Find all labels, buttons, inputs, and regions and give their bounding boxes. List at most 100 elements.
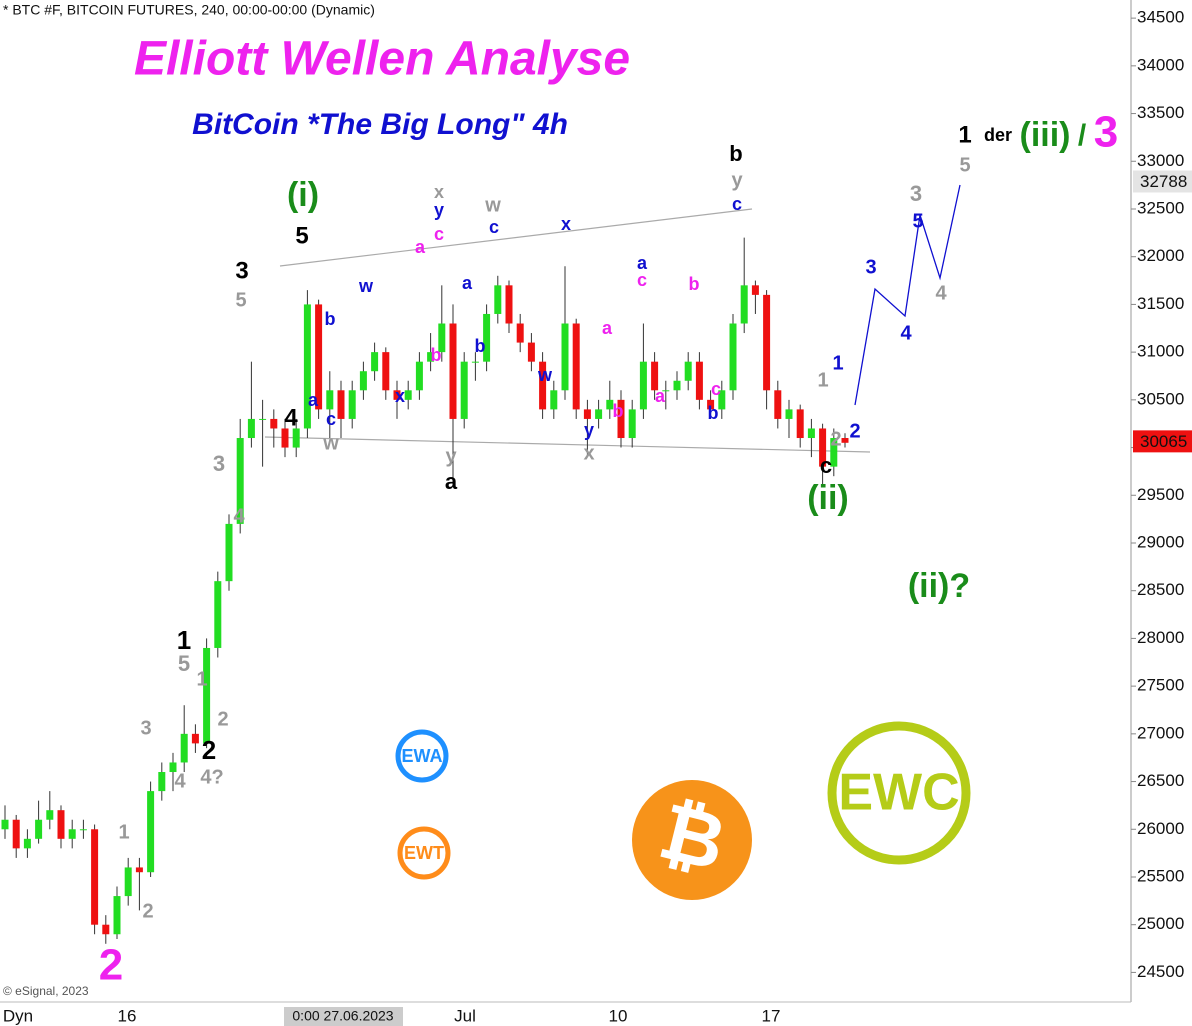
candle-body xyxy=(337,390,345,419)
wave-label: 4 xyxy=(284,404,298,431)
candle-body xyxy=(494,285,502,314)
price-marker-label: 32788 xyxy=(1140,172,1187,191)
projection-path xyxy=(854,184,961,406)
y-tick-label: 28500 xyxy=(1137,580,1184,599)
candle-body xyxy=(147,791,155,873)
wave-label: 4? xyxy=(200,766,223,788)
candle-body xyxy=(12,819,20,849)
wave-label: c xyxy=(637,270,647,290)
y-tick-label: 26000 xyxy=(1137,819,1184,838)
wave-label: 5 xyxy=(959,154,970,176)
y-tick-label: 29500 xyxy=(1137,485,1184,504)
candle-body xyxy=(214,581,222,648)
y-tick-label: 30500 xyxy=(1137,389,1184,408)
wave-label: 4 xyxy=(900,322,912,344)
y-tick-label: 26500 xyxy=(1137,771,1184,790)
candle-body xyxy=(729,323,737,391)
candle-body xyxy=(505,285,513,324)
candle-body xyxy=(830,438,838,467)
wave-label: 3 xyxy=(1094,108,1118,157)
candle-body xyxy=(606,399,614,410)
candle-body xyxy=(651,361,659,391)
candle-body xyxy=(326,390,334,410)
bitcoin-logo xyxy=(632,780,752,900)
candle-body xyxy=(23,838,31,849)
header: * BTC #F, BITCOIN FUTURES, 240, 00:00-00… xyxy=(3,2,375,18)
y-tick-label: 32000 xyxy=(1137,246,1184,265)
candle-body xyxy=(315,304,323,410)
candle-body xyxy=(225,523,233,582)
candle-body xyxy=(348,390,356,419)
wave-label: 5 xyxy=(235,289,246,311)
wave-label: a xyxy=(308,390,319,410)
wave-label: 5 xyxy=(178,651,190,676)
wave-label: 3 xyxy=(865,256,876,278)
wave-label: (iii) xyxy=(1020,116,1071,154)
candle-body xyxy=(371,352,379,372)
logo-text: EWT xyxy=(404,843,444,863)
wave-label: w xyxy=(358,276,374,296)
y-tick-label: 33000 xyxy=(1137,151,1184,170)
wave-label: b xyxy=(431,345,442,365)
wave-label: w xyxy=(322,432,339,454)
wave-label: c xyxy=(711,379,721,399)
wave-label: 2 xyxy=(217,708,228,730)
candle-body xyxy=(68,829,76,839)
candle-body xyxy=(471,361,479,363)
candle-body xyxy=(169,762,177,773)
candle-body xyxy=(841,438,849,443)
x-tick-label: 10 xyxy=(609,1006,628,1025)
candle-body xyxy=(763,294,771,391)
candle-body xyxy=(639,361,647,410)
y-tick-label: 32500 xyxy=(1137,198,1184,217)
candle-body xyxy=(158,772,166,792)
candle-body xyxy=(393,390,401,400)
x-tick-label: Jul xyxy=(454,1006,476,1025)
candle-body xyxy=(527,342,535,362)
candle-body xyxy=(807,428,815,439)
wave-label: 1 xyxy=(832,352,843,374)
candle-body xyxy=(662,390,670,392)
price-marker-label: 30065 xyxy=(1140,432,1187,451)
y-tick-label: 33500 xyxy=(1137,103,1184,122)
candle-body xyxy=(483,313,491,362)
wave-label: b xyxy=(325,309,336,329)
y-tick-label: 34000 xyxy=(1137,55,1184,74)
wave-label: b xyxy=(613,401,624,421)
candle-body xyxy=(91,829,99,925)
y-tick-label: 25500 xyxy=(1137,866,1184,885)
wave-label: y xyxy=(445,445,457,467)
candle-body xyxy=(583,409,591,419)
watermark: © eSignal, 2023 xyxy=(3,984,89,998)
chart-subtitle: BitCoin *The Big Long" 4h xyxy=(192,108,568,141)
wave-label: y xyxy=(434,200,444,220)
wave-label: 2 xyxy=(202,735,216,765)
candle-body xyxy=(684,361,692,381)
wave-label: 3 xyxy=(140,717,151,739)
wave-label: 4 xyxy=(174,770,186,792)
x-tick-label: 16 xyxy=(118,1006,137,1025)
candle-body xyxy=(449,323,457,419)
candle-body xyxy=(259,418,267,420)
wave-label: 1 xyxy=(177,625,191,655)
wave-label: 3 xyxy=(235,257,248,284)
candle-body xyxy=(427,352,435,362)
wave-label: 2 xyxy=(830,428,841,450)
wave-label: w xyxy=(537,365,553,385)
wave-label: (i) xyxy=(287,176,319,214)
y-tick-label: 28000 xyxy=(1137,628,1184,647)
wave-label: 1 xyxy=(118,821,129,843)
candle-body xyxy=(270,418,278,429)
wave-label: 1 xyxy=(817,369,828,391)
candle-body xyxy=(46,810,54,820)
wave-label: 5 xyxy=(295,222,308,249)
y-tick-label: 29000 xyxy=(1137,532,1184,551)
candle-body xyxy=(673,380,681,391)
candle-body xyxy=(460,361,468,419)
candle-body xyxy=(595,409,603,419)
candle-body xyxy=(35,819,43,839)
candle-body xyxy=(191,733,199,744)
x-tick-label: Dyn xyxy=(3,1006,33,1025)
